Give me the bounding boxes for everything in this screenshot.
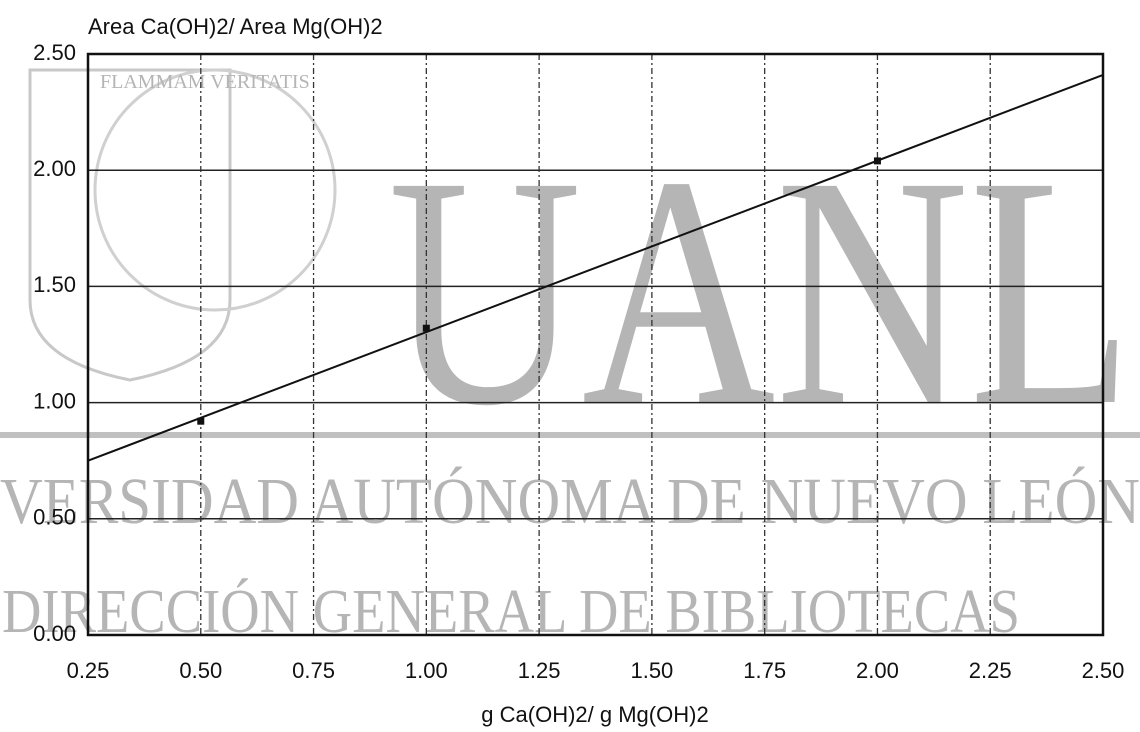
seal-circle xyxy=(93,68,337,312)
watermark-band xyxy=(0,432,1140,438)
shield-motto: FLAMMAM VERITATIS xyxy=(100,71,310,93)
x-axis-label: g Ca(OH)2/ g Mg(OH)2 xyxy=(481,702,708,727)
x-tick-label: 1.00 xyxy=(405,658,448,683)
y-tick-label: 1.00 xyxy=(33,388,76,413)
chart-title: Area Ca(OH)2/ Area Mg(OH)2 xyxy=(88,14,383,39)
x-tick-label: 1.50 xyxy=(630,658,673,683)
x-tick-label: 0.75 xyxy=(292,658,335,683)
x-tick-label: 2.00 xyxy=(856,658,899,683)
shield-outline xyxy=(28,68,232,382)
fit-line xyxy=(87,73,1104,462)
plot-frame xyxy=(86,52,1105,637)
watermark-logo: UANL xyxy=(388,109,1133,474)
data-point xyxy=(197,417,205,425)
watermark: FLAMMAM VERITATIS UANL VERSIDAD AUTÓNOMA… xyxy=(0,68,1140,646)
x-tick-label: 1.25 xyxy=(518,658,561,683)
watermark-line: VERSIDAD AUTÓNOMA DE NUEVO LEÓN xyxy=(0,465,1140,538)
x-tick-label: 0.25 xyxy=(67,658,110,683)
x-tick-label: 1.75 xyxy=(743,658,786,683)
x-tick-label: 2.50 xyxy=(1082,658,1125,683)
y-tick-label: 0.00 xyxy=(33,621,76,646)
y-tick-label: 2.00 xyxy=(33,156,76,181)
y-tick-label: 1.50 xyxy=(33,272,76,297)
x-tick-label: 2.25 xyxy=(969,658,1012,683)
x-tick-label: 0.50 xyxy=(179,658,222,683)
data-point xyxy=(422,324,430,332)
y-tick-label: 2.50 xyxy=(33,40,76,65)
y-tick-label: 0.50 xyxy=(33,505,76,530)
